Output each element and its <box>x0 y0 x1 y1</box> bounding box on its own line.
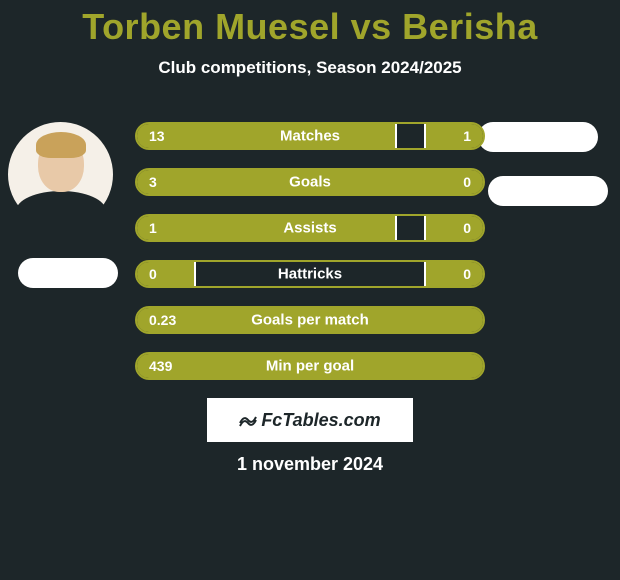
club-logo-right <box>488 176 608 206</box>
stat-value-left: 13 <box>149 128 165 144</box>
bar-right <box>424 124 483 148</box>
stat-value-right: 0 <box>463 174 471 190</box>
bar-left <box>137 216 397 240</box>
stat-value-left: 439 <box>149 358 172 374</box>
site-label: FcTables.com <box>261 410 380 431</box>
stat-value-left: 3 <box>149 174 157 190</box>
stat-label: Hattricks <box>278 266 342 283</box>
stat-value-left: 1 <box>149 220 157 236</box>
stat-row: 3 0 Goals <box>135 168 485 196</box>
stat-value-right: 0 <box>463 220 471 236</box>
stat-row: 0.23 Goals per match <box>135 306 485 334</box>
player-right-avatar <box>478 122 598 152</box>
stat-label: Goals <box>289 174 331 191</box>
stat-label: Goals per match <box>251 312 369 329</box>
infographic-root: Torben Muesel vs Berisha Club competitio… <box>0 0 620 580</box>
main-title: Torben Muesel vs Berisha <box>0 0 620 48</box>
stat-value-right: 1 <box>463 128 471 144</box>
stat-value-left: 0 <box>149 266 157 282</box>
club-logo-left <box>18 258 118 288</box>
stat-value-left: 0.23 <box>149 312 176 328</box>
bar-right <box>424 216 483 240</box>
bar-left <box>137 124 397 148</box>
stat-row: 13 1 Matches <box>135 122 485 150</box>
stat-row: 1 0 Assists <box>135 214 485 242</box>
stat-label: Assists <box>283 220 336 237</box>
stat-label: Min per goal <box>266 358 354 375</box>
player-left-avatar <box>8 122 113 227</box>
stat-row: 0 0 Hattricks <box>135 260 485 288</box>
stat-row: 439 Min per goal <box>135 352 485 380</box>
stat-label: Matches <box>280 128 340 145</box>
bar-left <box>137 262 196 286</box>
site-badge: FcTables.com <box>207 398 413 442</box>
date-label: 1 november 2024 <box>237 454 383 475</box>
subtitle: Club competitions, Season 2024/2025 <box>0 58 620 78</box>
bar-right <box>424 262 483 286</box>
site-logo-icon <box>239 411 257 429</box>
stat-value-right: 0 <box>463 266 471 282</box>
